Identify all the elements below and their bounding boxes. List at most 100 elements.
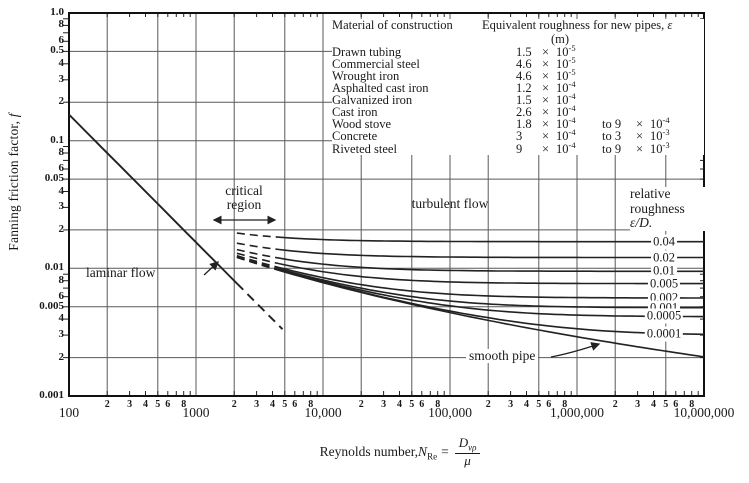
x-minor-tick-label: 5 xyxy=(409,399,415,410)
annotation-smooth-pipe: smooth pipe xyxy=(466,349,539,363)
roughness-table-row: Wood stove 1.8 × 10-4 to 9 × 10-4 xyxy=(332,115,704,132)
roughness-range-to xyxy=(602,94,636,106)
roughness-coefficient: 2.6 xyxy=(516,105,532,120)
y-tick-label: 0.5 xyxy=(50,44,64,57)
roughness-range-to: to 9 xyxy=(602,141,622,156)
curve-label-relative-roughness: 0.02 xyxy=(651,250,677,265)
curve-label-relative-roughness: 0.04 xyxy=(651,234,677,250)
roughness-exponent: 10-4 xyxy=(556,103,576,120)
y-tick-label: 1.0 xyxy=(50,6,64,18)
roughness-coefficient: 1.5 xyxy=(516,44,532,59)
times-sign xyxy=(636,58,650,70)
roughness-exponent: 10-5 xyxy=(556,66,576,83)
y-tick-label: 0.05 xyxy=(44,172,64,185)
y-tick-label: 4 xyxy=(58,184,65,197)
x-minor-tick-label: 8 xyxy=(562,399,568,410)
curve-label-relative-roughness: 0.0001 xyxy=(644,326,684,341)
y-tick-label: 2 xyxy=(58,95,65,108)
roughness-coefficient: 1.8 xyxy=(516,117,532,132)
times-sign: × xyxy=(636,129,644,144)
x-decade-label: 1,000,000 xyxy=(550,405,604,420)
material-name: Commercial steel xyxy=(332,56,420,71)
y-tick-label: 6 xyxy=(58,34,65,47)
equals-sign: = xyxy=(441,444,449,460)
material-name: Cast iron xyxy=(332,105,378,120)
x-minor-tick-label: 6 xyxy=(673,399,679,410)
x-minor-tick-label: 5 xyxy=(536,399,542,410)
roughness-exponent: 10-4 xyxy=(556,139,576,156)
x-minor-tick-label: 2 xyxy=(231,399,237,410)
x-minor-tick-label: 5 xyxy=(155,399,161,410)
material-name: Galvanized iron xyxy=(332,93,413,108)
x-minor-tick-label: 3 xyxy=(381,399,387,410)
curve-label-relative-roughness: 0.01 xyxy=(651,263,677,279)
roughness-coefficient: 3 xyxy=(516,129,523,144)
x-minor-tick-label: 8 xyxy=(181,399,187,410)
y-tick-label: 6 xyxy=(58,289,65,302)
y-tick-label: 3 xyxy=(58,72,65,85)
roughness-exponent: 10-4 xyxy=(556,115,576,132)
roughness-exponent: 10-5 xyxy=(556,54,576,71)
roughness-exponent: 10-4 xyxy=(556,127,576,144)
roughness-exponent: 10-4 xyxy=(556,78,576,95)
x-minor-tick-label: 8 xyxy=(435,399,441,410)
fraction-denominator: μ xyxy=(464,453,471,469)
x-minor-tick-label: 3 xyxy=(254,399,260,410)
roughness-coefficient: 4.6 xyxy=(516,68,532,83)
x-minor-tick-label: 3 xyxy=(127,399,133,410)
roughness-unit: (m) xyxy=(550,31,570,46)
roughness-table-row: Galvanized iron 1.5 × 10-4 xyxy=(332,92,704,108)
roughness-range-to xyxy=(602,58,636,70)
roughness-range-to: to 3 xyxy=(602,129,622,144)
x-minor-tick-label: 4 xyxy=(651,399,656,410)
y-tick-label: 2 xyxy=(58,222,65,235)
x-decade-label: 100,000 xyxy=(428,405,472,420)
y-axis-title: Fanning friction factor, f xyxy=(6,82,22,282)
x-decade-label: 100 xyxy=(58,405,80,420)
y-tick-label: 3 xyxy=(58,328,65,341)
times-sign: × xyxy=(542,56,550,71)
times-sign: × xyxy=(542,141,550,156)
roughness-table-row: Commercial steel 4.6 × 10-5 xyxy=(332,54,704,71)
y-tick-label: 4 xyxy=(58,56,65,69)
curve-label-relative-roughness: 0.005 xyxy=(647,276,681,292)
x-minor-tick-label: 4 xyxy=(524,399,529,410)
y-tick-label: 0.005 xyxy=(39,299,64,312)
x-minor-tick-label: 4 xyxy=(270,399,275,410)
y-axis-symbol: f xyxy=(6,113,21,118)
x-decade-label: 1000 xyxy=(182,405,210,420)
roughness-coefficient: 1.5 xyxy=(516,93,532,108)
roughness-table-row: Concrete 3 × 10-4 to 3 × 10-3 xyxy=(332,127,704,144)
material-name: Wrought iron xyxy=(332,68,400,83)
roughness-table-header: Material of construction Equivalent roug… xyxy=(332,18,704,33)
y-tick-label: 0.001 xyxy=(39,389,64,401)
x-minor-tick-label: 3 xyxy=(635,399,641,410)
times-sign: × xyxy=(542,129,550,144)
x-minor-tick-label: 2 xyxy=(485,399,491,410)
annotation-laminar-flow: laminar flow xyxy=(86,265,156,280)
x-decade-label: 10,000 xyxy=(304,405,342,420)
x-minor-tick-label: 4 xyxy=(397,399,402,410)
fraction-numerator: Dvρ xyxy=(454,435,481,455)
roughness-range-exponent: 10-4 xyxy=(650,115,670,132)
y-axis-title-text: Fanning friction factor, xyxy=(6,117,21,251)
relative-roughness-text: relative roughness xyxy=(630,186,685,216)
roughness-table-row: Cast iron 2.6 × 10-4 xyxy=(332,103,704,120)
x-minor-tick-label: 4 xyxy=(143,399,148,410)
x-minor-tick-label: 8 xyxy=(689,399,695,410)
times-sign: × xyxy=(542,93,550,108)
reynolds-symbol: NRe xyxy=(418,443,438,462)
times-sign: × xyxy=(542,117,550,132)
x-minor-tick-label: 2 xyxy=(104,399,110,410)
roughness-table-row: Riveted steel 9 × 10-4 to 9 × 10-3 xyxy=(332,139,704,156)
x-minor-tick-label: 6 xyxy=(292,399,298,410)
x-axis-title: Reynolds number, NRe = Dvρ μ xyxy=(280,435,520,469)
roughness-table-rows: Drawn tubing 1.5 × 10-5 Commercial steel 4.6 ×… xyxy=(332,43,704,156)
roughness-range-exponent xyxy=(650,46,694,58)
material-name: Asphalted cast iron xyxy=(332,80,429,95)
annotation-critical-region: critical region xyxy=(225,183,263,212)
roughness-range-to xyxy=(602,46,636,58)
roughness-coefficient: 4.6 xyxy=(516,56,532,71)
x-minor-tick-label: 6 xyxy=(546,399,552,410)
